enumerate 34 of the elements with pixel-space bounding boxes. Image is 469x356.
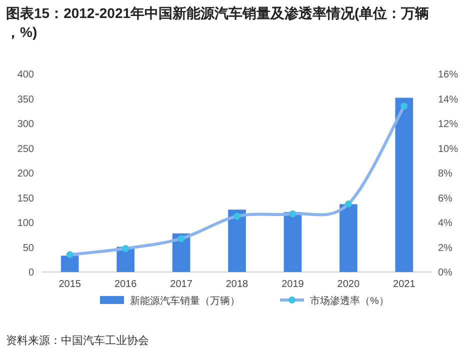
y2-tick-label: 10% xyxy=(438,144,458,155)
x-tick-label: 2016 xyxy=(114,279,138,290)
y-tick-label: 350 xyxy=(17,94,34,106)
x-tick-label: 2017 xyxy=(170,279,193,290)
x-tick-label: 2018 xyxy=(226,279,249,290)
x-tick-label: 2019 xyxy=(282,279,304,290)
x-tick-label: 2015 xyxy=(58,279,82,290)
y-tick-label: 400 xyxy=(17,70,34,80)
y2-tick-label: 8% xyxy=(438,168,453,180)
bar xyxy=(395,98,414,272)
legend-label: 新能源汽车销量（万辆） xyxy=(130,295,240,307)
y2-tick-label: 0% xyxy=(438,268,453,278)
y-tick-label: 100 xyxy=(17,218,34,229)
y2-tick-label: 14% xyxy=(438,94,458,106)
bar xyxy=(284,212,302,272)
y-tick-label: 250 xyxy=(17,144,34,155)
y2-tick-label: 6% xyxy=(438,193,453,204)
x-tick-label: 2020 xyxy=(337,279,360,290)
y-tick-label: 150 xyxy=(17,193,34,204)
y-tick-label: 200 xyxy=(17,168,34,180)
text: 资料来源：中国汽车工业协会 xyxy=(6,334,149,347)
bar xyxy=(340,204,358,272)
y-tick-label: 300 xyxy=(17,119,34,130)
bar xyxy=(228,210,246,272)
y-tick-label: 50 xyxy=(22,242,34,254)
y2-tick-label: 2% xyxy=(438,242,453,254)
x-tick-label: 2021 xyxy=(393,279,416,290)
y-tick-label: 0 xyxy=(28,268,34,278)
y2-tick-label: 12% xyxy=(438,119,458,130)
bar xyxy=(60,256,79,272)
y2-tick-label: 4% xyxy=(438,218,453,229)
y2-tick-label: 16% xyxy=(438,70,458,80)
legend-label: 市场渗透率（%） xyxy=(310,295,389,307)
chart-title: 图表15：2012-2021年中国新能源汽车销量及渗透率情况(单位：万辆，%) xyxy=(6,5,430,40)
